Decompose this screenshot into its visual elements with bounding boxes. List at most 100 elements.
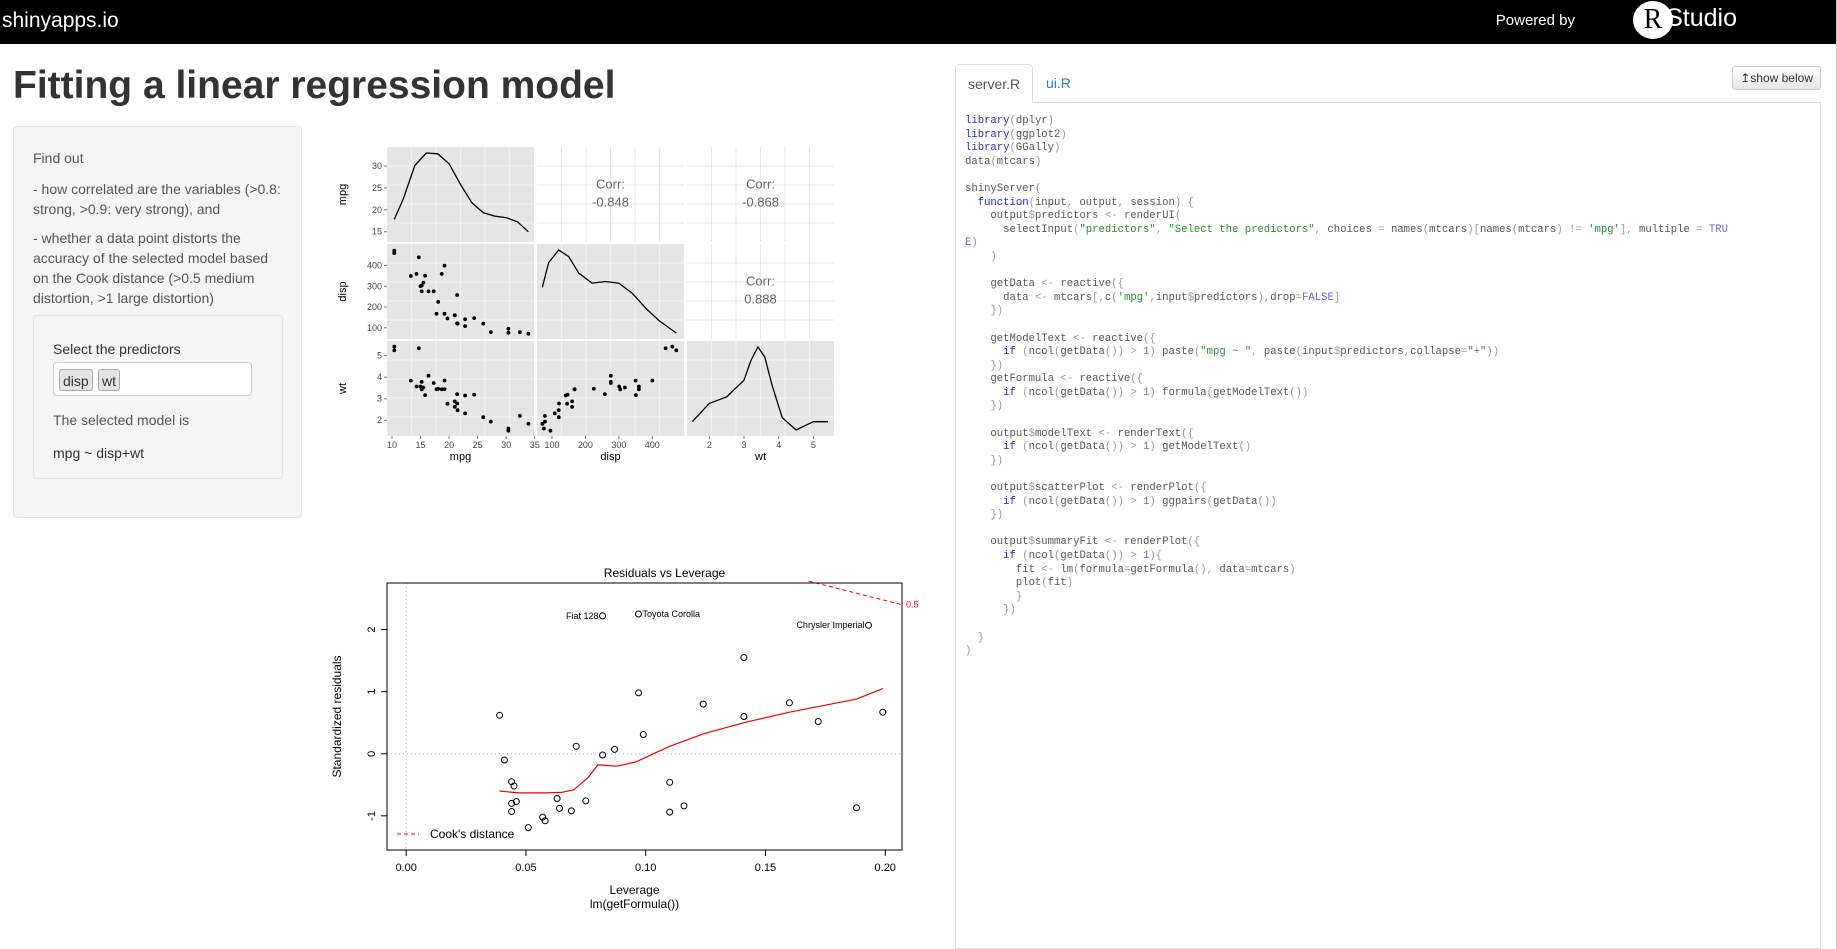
x-axis-label: wt [754, 451, 766, 463]
residual-point [865, 621, 872, 629]
scatter-point [526, 421, 531, 426]
y-tick-label: 400 [367, 261, 382, 271]
point-label: Chrysler Imperial [796, 620, 864, 630]
server-r-code: library(dplyr) library(ggplot2) library(… [965, 115, 1728, 658]
x-tick-label: 10 [387, 440, 397, 450]
residual-point [539, 813, 547, 821]
scatter-point [392, 344, 397, 349]
scatter-point [419, 289, 424, 294]
scatter-point [570, 399, 574, 404]
pairs-plot: Corr:-0.848Corr:-0.868Corr:0.88815202530… [337, 147, 834, 463]
residual-point [639, 731, 647, 738]
y-tick-label: 0 [366, 751, 378, 757]
residual-point [599, 612, 607, 620]
scatter-point [506, 428, 511, 433]
scatter-point [552, 411, 557, 416]
point-label: Fiat 128 [566, 611, 599, 621]
residual-point [500, 756, 508, 764]
residual-point [556, 804, 563, 812]
scatter-point [426, 373, 431, 378]
scatter-point [414, 272, 419, 276]
x-tick-label: 25 [473, 440, 483, 450]
y-tick-label: 15 [372, 227, 382, 237]
scatter-point [663, 346, 668, 351]
y-tick-label: -1 [366, 811, 378, 821]
scatter-point [434, 311, 439, 316]
x-tick-label: 30 [501, 440, 511, 450]
smooth-line [499, 688, 884, 794]
select-predictors-label: Select the predictors [53, 341, 181, 357]
scatter-point [526, 331, 531, 336]
scatter-point [442, 387, 447, 392]
x-tick-label: 300 [611, 440, 626, 450]
tab-ui-r[interactable]: ui.R [1046, 75, 1071, 91]
rstudio-logo-icon[interactable]: R [1633, 1, 1673, 39]
scatter-point [463, 317, 467, 322]
scatter-point [481, 321, 486, 326]
scatter-point [506, 326, 511, 331]
scatter-point [455, 401, 459, 406]
scatter-point [481, 415, 486, 420]
y-axis-label: wt [337, 383, 349, 395]
y-tick-label: 2 [366, 627, 378, 633]
scatter-point [543, 414, 547, 418]
scatter-point [439, 272, 444, 276]
model-formula-text: mpg ~ disp+wt [53, 445, 145, 461]
density-line [691, 345, 828, 431]
residual-point [510, 782, 518, 790]
scatter-point [633, 378, 638, 383]
residual-point [699, 700, 707, 708]
x-tick-label: 0.00 [395, 862, 416, 874]
x-tick-label: 400 [645, 440, 660, 450]
x-tick-label: 20 [444, 440, 454, 450]
predictors-select[interactable]: disp wt [53, 362, 252, 396]
y-axis-title: Standardized residuals [330, 655, 344, 777]
scatter-point [419, 387, 424, 392]
scatter-point [436, 300, 441, 304]
scatter-point [442, 263, 447, 268]
rstudio-logo-text[interactable]: Studio [1666, 4, 1737, 32]
scatter-point [556, 415, 561, 420]
y-tick-label: 20 [372, 205, 382, 215]
scatter-point [563, 393, 568, 398]
scatter-point [434, 387, 439, 392]
x-tick-label: 2 [707, 440, 712, 450]
predictor-tag-wt[interactable]: wt [98, 369, 120, 391]
find-out-heading: Find out [33, 150, 84, 166]
scatter-point [442, 311, 447, 316]
scatter-point [557, 401, 561, 406]
scatter-point [455, 321, 459, 326]
sidebar-panel: Find out - how correlated are the variab… [13, 126, 302, 518]
predictor-tag-disp[interactable]: disp [59, 369, 93, 391]
residual-point [666, 778, 674, 786]
y-tick-label: 4 [377, 372, 382, 382]
scatter-point [488, 419, 493, 424]
residual-point [508, 808, 516, 815]
x-tick-label: 35 [530, 440, 540, 450]
scatter-point [423, 273, 427, 278]
instruction-cook-distance: - whether a data point distorts the accu… [33, 230, 269, 306]
residual-point [853, 804, 860, 812]
residual-point [635, 689, 642, 697]
show-below-button[interactable]: ↥show below [1732, 66, 1821, 90]
residual-point [879, 708, 887, 716]
x-axis-subtitle: lm(getFormula()) [590, 897, 679, 911]
scatter-point [408, 378, 413, 383]
x-tick-label: 0.20 [875, 862, 896, 874]
scatter-point [455, 392, 459, 396]
brand-logo[interactable]: shinyapps.io [2, 9, 119, 32]
scatter-point [570, 405, 574, 409]
scatter-point [416, 255, 421, 260]
residual-point [567, 807, 575, 815]
plot-title: Residuals vs Leverage [604, 566, 726, 580]
x-tick-label: 0.15 [755, 862, 776, 874]
corr-value: 0.888 [744, 292, 777, 307]
residual-point [599, 751, 607, 759]
scatter-point [608, 373, 613, 378]
scatter-point [445, 316, 450, 321]
scatter-point [439, 387, 444, 392]
tab-server-r[interactable]: server.R [955, 64, 1034, 103]
top-navbar: shinyapps.io Powered by R Studio [0, 0, 1837, 44]
scatter-point [408, 274, 413, 278]
scatter-point [650, 378, 655, 383]
